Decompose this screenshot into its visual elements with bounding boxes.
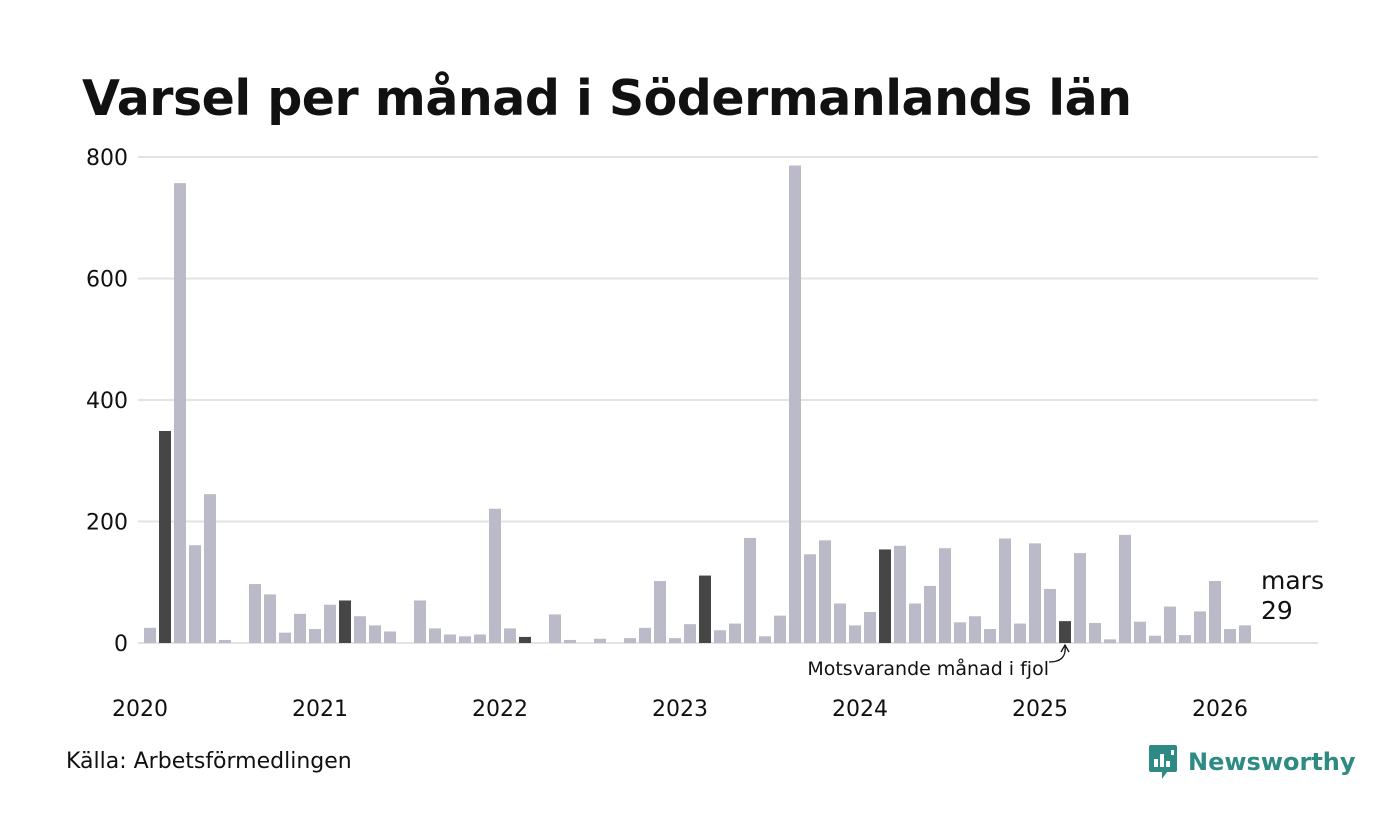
bar [189, 545, 201, 643]
bar [549, 614, 561, 643]
bar [894, 545, 906, 643]
bar [1239, 625, 1251, 643]
chart-title: Varsel per månad i Södermanlands län [82, 70, 1132, 127]
y-tick-label: 600 [86, 268, 128, 293]
bar [954, 622, 966, 643]
bar [219, 639, 231, 643]
x-tick-label: 2023 [652, 697, 708, 722]
latest-value-label: 29 [1261, 596, 1293, 625]
bar [849, 625, 861, 643]
bar [1029, 543, 1041, 643]
bar [654, 581, 666, 643]
bar [294, 613, 306, 643]
bar [924, 585, 936, 643]
bar [204, 494, 216, 643]
x-tick-label: 2025 [1012, 697, 1068, 722]
bar [714, 630, 726, 643]
y-tick-label: 0 [114, 632, 128, 657]
bar [879, 549, 891, 643]
bar [1149, 635, 1161, 643]
bar [384, 631, 396, 643]
bar [774, 615, 786, 643]
x-tick-label: 2021 [292, 697, 348, 722]
x-tick-label: 2024 [832, 697, 888, 722]
y-tick-label: 200 [86, 511, 128, 536]
bar [1089, 622, 1101, 643]
bar [1179, 635, 1191, 643]
bar [819, 540, 831, 643]
bar [1224, 629, 1236, 643]
gridlines [138, 156, 1318, 644]
bar [429, 628, 441, 643]
bar [834, 603, 846, 643]
bar [624, 638, 636, 643]
bar [1104, 639, 1116, 643]
bar [474, 634, 486, 643]
bar [354, 616, 366, 643]
bar [864, 612, 876, 643]
y-tick-label: 800 [86, 146, 128, 171]
bar [594, 638, 606, 643]
bar [174, 183, 186, 643]
bar [1119, 534, 1131, 643]
brand-logo: Newsworthy [1148, 743, 1356, 781]
x-tick-label: 2022 [472, 697, 528, 722]
annotation-arrow [1048, 645, 1066, 663]
annotation-arrowhead [1060, 643, 1070, 653]
bar [1164, 606, 1176, 643]
bar [1194, 611, 1206, 643]
bars [144, 165, 1251, 643]
bar [729, 623, 741, 643]
bar [249, 584, 261, 643]
bar [159, 430, 171, 643]
bar [759, 636, 771, 643]
bar [999, 538, 1011, 643]
bar [444, 634, 456, 643]
bar [489, 508, 501, 643]
bar [339, 600, 351, 643]
bar [264, 594, 276, 643]
y-tick-label: 400 [86, 389, 128, 414]
bar [744, 537, 756, 643]
source-text: Källa: Arbetsförmedlingen [66, 749, 352, 774]
latest-month-label: mars [1261, 566, 1324, 595]
bar [1209, 581, 1221, 643]
bar [684, 624, 696, 643]
bar [1134, 621, 1146, 643]
bar [144, 627, 156, 643]
bar [369, 625, 381, 643]
bar [519, 636, 531, 643]
bar [804, 554, 816, 643]
bar [909, 603, 921, 643]
bar [939, 548, 951, 643]
bar [1074, 553, 1086, 643]
x-tick-label: 2020 [112, 697, 168, 722]
bar [279, 632, 291, 643]
y-axis-ticks: 0 200 400 600 800 [86, 146, 128, 657]
x-tick-label: 2026 [1192, 697, 1248, 722]
bar [699, 575, 711, 643]
bar [324, 604, 336, 643]
annotation-text: Motsvarande månad i fjol [807, 657, 1049, 680]
bar [984, 629, 996, 643]
brand-name: Newsworthy [1188, 748, 1356, 776]
bar [309, 629, 321, 643]
bar [564, 639, 576, 643]
bar [789, 165, 801, 643]
bar [1059, 621, 1071, 643]
bar [1044, 588, 1056, 643]
bar [969, 616, 981, 643]
bar [504, 628, 516, 643]
bar [459, 636, 471, 643]
bar [1014, 623, 1026, 643]
bar [639, 627, 651, 643]
bar [669, 638, 681, 643]
x-axis-ticks: 2020 2021 2022 2023 2024 2025 2026 [112, 697, 1248, 722]
bar [414, 600, 426, 643]
newsworthy-logo-icon [1149, 745, 1177, 779]
